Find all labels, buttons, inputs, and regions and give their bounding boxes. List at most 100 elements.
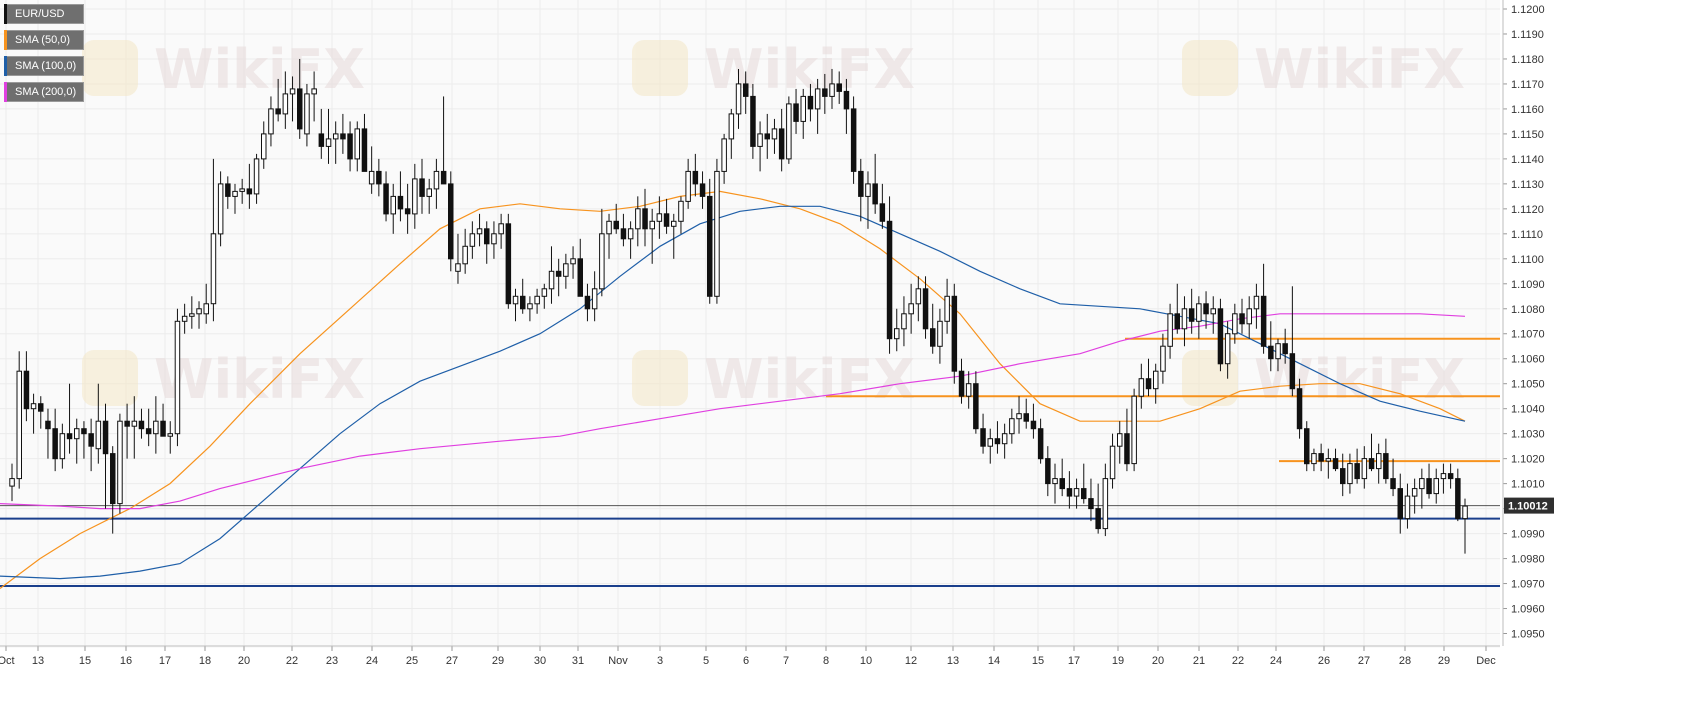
candle-bearish: [347, 133, 353, 160]
y-tick-label: 1.0950: [1511, 629, 1545, 641]
legend-label-eurusd: EUR/USD: [15, 8, 65, 20]
candle-bullish: [210, 233, 217, 305]
candle-bearish: [750, 95, 756, 147]
x-tick-label: 10: [860, 655, 872, 667]
y-tick-label: 1.1060: [1511, 354, 1545, 366]
y-tick-label: 1.1020: [1511, 454, 1545, 466]
candle-bearish: [980, 428, 986, 447]
candle-bullish: [786, 103, 792, 160]
candle-bullish: [1052, 478, 1058, 485]
x-tick-label: 24: [1270, 655, 1282, 667]
candle-bullish: [196, 308, 202, 315]
x-tick-label: 16: [120, 655, 132, 667]
candle-bullish: [189, 313, 195, 317]
candle-bullish: [476, 228, 483, 235]
candle-bullish: [1376, 453, 1382, 470]
candle-bullish: [721, 138, 727, 172]
candle-bullish: [131, 420, 138, 427]
watermark: WikiFX: [1182, 38, 1465, 101]
candle-bearish: [1023, 413, 1029, 422]
candle-bearish: [764, 133, 770, 140]
candle-bearish: [1268, 345, 1274, 360]
candle-bearish: [1045, 458, 1051, 485]
candle-bullish: [325, 138, 332, 147]
legend-item-sma100[interactable]: SMA (100,0): [4, 56, 85, 76]
candle-bearish: [1081, 488, 1087, 500]
candle-bearish: [555, 270, 562, 277]
candle-bullish: [656, 213, 663, 222]
candle-bullish: [1347, 463, 1353, 485]
candle-bullish: [1210, 308, 1216, 315]
candle-bullish: [268, 108, 274, 135]
candle-bearish: [440, 170, 447, 185]
x-tick-label: Oct: [0, 655, 15, 667]
candle-bearish: [1239, 313, 1245, 325]
candle-bullish: [606, 220, 612, 235]
candle-bearish: [822, 88, 828, 97]
candle-bullish: [217, 183, 224, 235]
candle-bullish: [635, 208, 641, 230]
candle-bearish: [613, 220, 619, 230]
candle-bearish: [52, 428, 58, 460]
candle-bearish: [1354, 463, 1360, 480]
candle-bullish: [937, 320, 943, 347]
legend-item-sma200[interactable]: SMA (200,0): [4, 82, 85, 102]
y-tick-label: 1.1160: [1511, 104, 1544, 116]
candle-bullish: [987, 438, 993, 447]
watermark-logo-icon: [1182, 350, 1238, 406]
candle-bearish: [850, 108, 857, 172]
legend-item-sma50[interactable]: SMA (50,0): [4, 30, 85, 50]
candle-bearish: [778, 128, 785, 160]
candle-bearish: [138, 420, 145, 430]
candle-bearish: [1397, 488, 1403, 520]
candle-bullish: [426, 188, 432, 197]
x-tick-label: 22: [1232, 655, 1244, 667]
candle-bullish: [548, 270, 555, 290]
candle-bullish: [304, 93, 310, 135]
candle-bullish: [1131, 395, 1137, 465]
y-tick-label: 1.1090: [1511, 279, 1545, 291]
candle-bearish: [376, 170, 382, 185]
candle-bearish: [297, 88, 303, 130]
candle-bearish: [1066, 488, 1073, 497]
candle-bearish: [793, 103, 799, 122]
candle-bullish: [541, 288, 548, 297]
candle-bullish: [1361, 458, 1368, 480]
x-tick-label: 29: [492, 655, 504, 667]
candle-bullish: [599, 233, 605, 290]
y-tick-label: 1.1040: [1511, 404, 1545, 416]
candle-bearish: [383, 183, 389, 215]
legend-item-eurusd[interactable]: EUR/USD: [4, 4, 85, 24]
candle-bullish: [814, 88, 821, 110]
candle-bearish: [663, 213, 670, 227]
watermark: WikiFX: [82, 38, 365, 101]
candle-bullish: [1253, 295, 1260, 310]
x-tick-label: 22: [286, 655, 298, 667]
y-tick-label: 1.1140: [1511, 154, 1544, 166]
candle-bullish: [965, 383, 972, 397]
y-tick-label: 1.1150: [1511, 129, 1544, 141]
x-tick-label: 27: [446, 655, 458, 667]
candle-bearish: [743, 83, 749, 97]
y-tick-label: 1.0990: [1511, 529, 1545, 541]
y-tick-label: 1.1190: [1511, 29, 1544, 41]
candle-bearish: [620, 228, 627, 240]
x-tick-label: 3: [657, 655, 663, 667]
candle-bullish: [527, 303, 533, 310]
legend-label-sma200: SMA (200,0): [15, 86, 77, 98]
candle-bullish: [915, 288, 922, 305]
x-tick-label: 27: [1358, 655, 1370, 667]
candle-bullish: [1433, 478, 1439, 495]
watermark-logo-icon: [82, 350, 138, 406]
candle-bearish: [699, 183, 706, 197]
y-tick-label: 1.0960: [1511, 604, 1545, 616]
y-tick-label: 1.1050: [1511, 379, 1545, 391]
watermark-text: WikiFX: [154, 348, 365, 411]
x-tick-label: 12: [905, 655, 917, 667]
watermark-text: WikiFX: [154, 38, 365, 101]
candle-bearish: [930, 328, 936, 347]
candle-bearish: [807, 95, 814, 110]
candle-bearish: [246, 188, 253, 195]
x-tick-label: 14: [988, 655, 1000, 667]
